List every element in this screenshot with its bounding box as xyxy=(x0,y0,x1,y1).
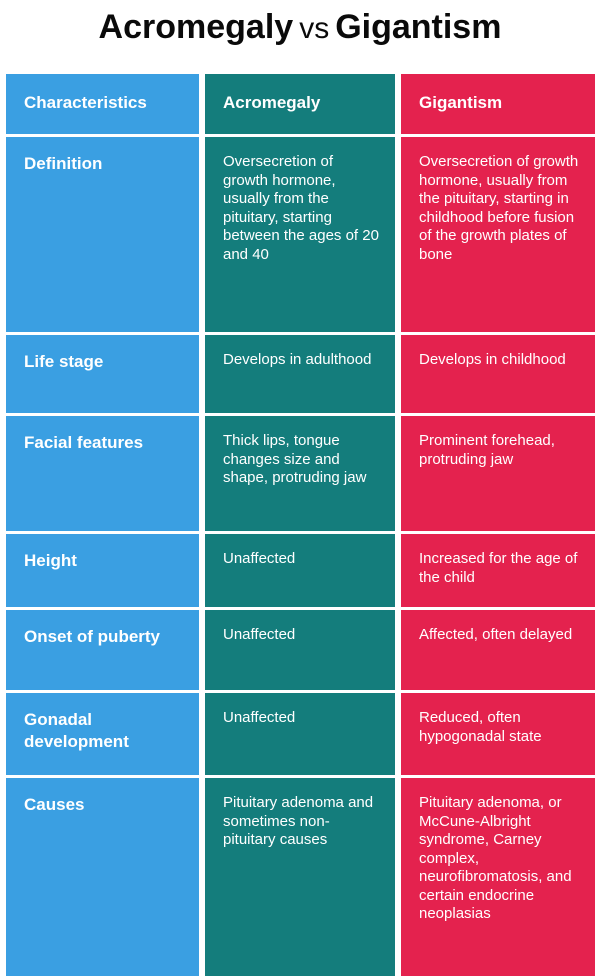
acromegaly-facial-features: Thick lips, tongue changes size and shap… xyxy=(205,416,395,531)
gigantism-life-stage: Develops in childhood xyxy=(401,335,595,413)
gigantism-height: Increased for the age of the child xyxy=(401,534,595,607)
row-label-height: Height xyxy=(6,534,199,607)
gigantism-causes: Pituitary adenoma, or McCune-Albright sy… xyxy=(401,778,595,976)
row-label-definition: Definition xyxy=(6,137,199,332)
title-vs: vs xyxy=(299,12,330,45)
gigantism-gonadal-development: Reduced, often hypogonadal state xyxy=(401,693,595,775)
row-label-causes: Causes xyxy=(6,778,199,976)
row-label-gonadal-development: Gonadal development xyxy=(6,693,199,775)
header-gigantism: Gigantism xyxy=(401,74,595,134)
header-characteristics: Characteristics xyxy=(6,74,199,134)
comparison-table: Characteristics Acromegaly Gigantism Def… xyxy=(6,74,595,976)
title-gigantism: Gigantism xyxy=(335,8,502,46)
acromegaly-gonadal-development: Unaffected xyxy=(205,693,395,775)
row-label-facial-features: Facial features xyxy=(6,416,199,531)
acromegaly-causes: Pituitary adenoma and sometimes non-pitu… xyxy=(205,778,395,976)
acromegaly-onset-of-puberty: Unaffected xyxy=(205,610,395,690)
gigantism-facial-features: Prominent forehead, protruding jaw xyxy=(401,416,595,531)
acromegaly-height: Unaffected xyxy=(205,534,395,607)
row-label-life-stage: Life stage xyxy=(6,335,199,413)
header-acromegaly: Acromegaly xyxy=(205,74,395,134)
title-acromegaly: Acromegaly xyxy=(98,8,294,46)
row-label-onset-of-puberty: Onset of puberty xyxy=(6,610,199,690)
acromegaly-life-stage: Develops in adulthood xyxy=(205,335,395,413)
page-title: Acromegaly vs Gigantism xyxy=(0,0,600,66)
gigantism-definition: Oversecretion of growth hormone, usually… xyxy=(401,137,595,332)
gigantism-onset-of-puberty: Affected, often delayed xyxy=(401,610,595,690)
acromegaly-definition: Oversecretion of growth hormone, usually… xyxy=(205,137,395,332)
